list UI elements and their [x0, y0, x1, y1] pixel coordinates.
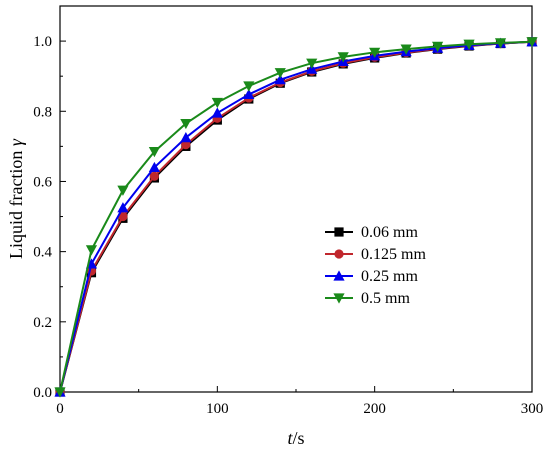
data-point [369, 47, 381, 58]
y-tick-label: 0.8 [33, 104, 52, 120]
y-tick-label: 0.6 [33, 174, 52, 190]
data-point [117, 202, 129, 213]
data-point [274, 68, 286, 79]
data-point [526, 37, 538, 48]
legend-entry: 0.5 mm [325, 290, 410, 307]
data-point [180, 118, 192, 130]
series-3 [54, 37, 538, 398]
legend-marker [333, 293, 345, 304]
series-1 [55, 37, 537, 397]
series-layer [54, 36, 538, 398]
data-point [85, 245, 98, 256]
data-point [243, 88, 255, 100]
data-point [180, 131, 192, 143]
x-tick-label: 300 [521, 401, 544, 417]
data-point [306, 58, 318, 69]
data-point [149, 171, 159, 181]
legend: 0.06 mm 0.125 mm 0.25 mm 0.5 mm [325, 224, 426, 307]
legend-label: 0.06 mm [361, 224, 418, 241]
data-point [274, 74, 286, 85]
y-tick-label: 0.2 [33, 315, 52, 331]
data-point [432, 41, 444, 52]
data-point [494, 38, 507, 49]
series-line [59, 40, 533, 393]
data-point [211, 97, 223, 109]
series-2 [54, 36, 538, 397]
x-tick-label: 0 [56, 401, 64, 417]
data-point [400, 44, 412, 55]
data-point [148, 161, 160, 173]
series-line [59, 40, 533, 393]
y-axis-title: Liquid fraction γ [6, 138, 26, 259]
data-point [181, 140, 191, 150]
series-line [59, 40, 533, 393]
legend-entry: 0.125 mm [325, 246, 426, 263]
legend-marker [333, 270, 345, 281]
y-tick-label: 0.4 [33, 245, 52, 261]
data-point [118, 211, 128, 222]
y-axis-text: Liquid fraction [6, 146, 26, 259]
legend-entry: 0.25 mm [325, 268, 418, 285]
data-point [54, 387, 66, 398]
legend-label: 0.5 mm [361, 290, 410, 307]
x-axis-variable: t [287, 428, 293, 448]
legend-label: 0.25 mm [361, 268, 418, 285]
legend-entry: 0.06 mm [325, 224, 418, 241]
x-axis-unit: /s [293, 428, 305, 448]
y-tick-label: 0.0 [33, 385, 52, 401]
data-point [148, 147, 160, 158]
x-tick-label: 200 [363, 401, 386, 417]
ticks: 0 100 200 300 0.0 0.2 0.4 0.6 0.8 1.0 [33, 5, 544, 417]
legend-label: 0.125 mm [361, 246, 426, 263]
series-0 [55, 37, 537, 397]
data-point [211, 107, 223, 118]
x-tick-label: 100 [206, 401, 229, 417]
data-point [337, 52, 349, 63]
legend-marker [334, 249, 344, 259]
data-point [243, 81, 255, 92]
data-point [117, 185, 129, 196]
y-axis-variable: γ [6, 138, 26, 146]
series-line [59, 40, 533, 393]
legend-marker [334, 227, 344, 237]
y-tick-label: 1.0 [33, 34, 52, 50]
data-point [463, 39, 475, 50]
x-axis-title: t/s [287, 428, 304, 448]
